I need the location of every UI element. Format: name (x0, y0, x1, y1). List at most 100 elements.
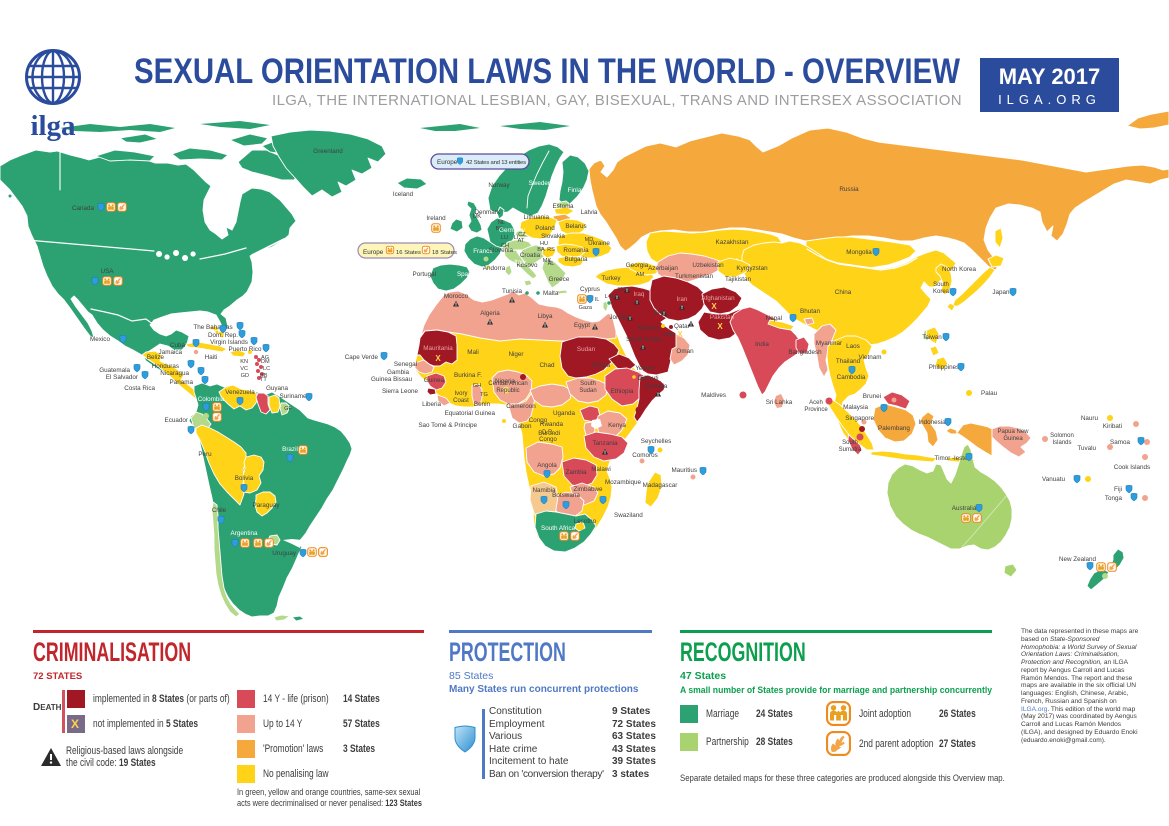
svg-text:New Zealand: New Zealand (1059, 556, 1097, 563)
svg-text:Brazil: Brazil (282, 446, 298, 453)
svg-text:Yemen: Yemen (635, 365, 655, 372)
svg-text:GD: GD (241, 373, 249, 379)
svg-text:Saudi Arabia: Saudi Arabia (626, 336, 662, 343)
svg-text:Paraguay: Paraguay (253, 502, 281, 509)
svg-text:China: China (835, 289, 852, 296)
svg-text:Mali: Mali (467, 349, 479, 356)
svg-text:Tonga: Tonga (1105, 495, 1123, 502)
svg-text:TG: TG (480, 392, 488, 398)
svg-text:Tajikistan: Tajikistan (725, 276, 751, 283)
svg-text:Guatemala: Guatemala (99, 367, 130, 374)
svg-text:Costa Rica: Costa Rica (124, 385, 155, 392)
svg-text:Senegal: Senegal (394, 361, 417, 368)
svg-text:Sao Tomé & Principe: Sao Tomé & Principe (418, 422, 477, 429)
svg-text:AG: AG (261, 355, 269, 361)
svg-text:USA: USA (101, 268, 115, 275)
svg-text:AM: AM (636, 272, 645, 278)
svg-text:Guinea Bissau: Guinea Bissau (371, 376, 412, 383)
svg-text:Timor -leste: Timor -leste (934, 455, 968, 462)
svg-text:Comoros: Comoros (632, 452, 658, 459)
svg-text:Indonesia: Indonesia (918, 419, 946, 426)
svg-text:Burundi: Burundi (538, 430, 560, 437)
svg-text:Panama: Panama (170, 379, 194, 386)
svg-text:Sri Lanka: Sri Lanka (766, 399, 793, 406)
svg-text:BB: BB (260, 373, 268, 379)
svg-text:Croatia: Croatia (520, 252, 541, 259)
svg-text:Swaziland: Swaziland (614, 512, 643, 519)
svg-text:Solomon: Solomon (1050, 433, 1074, 439)
svg-text:Portugal: Portugal (413, 271, 436, 278)
svg-text:Canada: Canada (72, 205, 95, 212)
svg-text:AL: AL (548, 261, 555, 267)
svg-text:Honduras: Honduras (152, 363, 179, 370)
svg-text:Gaza: Gaza (579, 305, 593, 311)
svg-text:Singapore: Singapore (845, 415, 874, 422)
svg-text:Ecuador: Ecuador (165, 417, 188, 424)
svg-text:Malaysia: Malaysia (843, 404, 868, 411)
svg-text:MK: MK (543, 258, 552, 264)
svg-text:South: South (933, 282, 949, 288)
svg-text:Namibia: Namibia (532, 487, 556, 494)
svg-text:Puerto Rico: Puerto Rico (229, 346, 262, 353)
svg-text:X: X (717, 322, 723, 331)
svg-text:Philippines: Philippines (929, 364, 959, 371)
svg-text:Uzbekistan: Uzbekistan (692, 262, 724, 269)
svg-text:Sierra Leone: Sierra Leone (382, 388, 419, 395)
svg-text:Malta: Malta (543, 290, 559, 297)
svg-text:Finland: Finland (568, 187, 589, 194)
svg-text:Spain: Spain (457, 271, 474, 278)
svg-text:BE: BE (496, 226, 504, 232)
svg-text:Norway: Norway (488, 182, 510, 189)
svg-text:Kiribati: Kiribati (1103, 423, 1122, 430)
svg-text:Seychelles: Seychelles (641, 438, 671, 445)
svg-text:Georgia: Georgia (626, 262, 649, 269)
svg-text:Nepal: Nepal (766, 315, 782, 322)
svg-text:Venezuela: Venezuela (225, 389, 255, 396)
svg-text:NL: NL (498, 220, 505, 226)
svg-text:Lithuania: Lithuania (523, 214, 549, 221)
svg-text:Pakistan: Pakistan (710, 314, 735, 321)
svg-text:Mauritania: Mauritania (423, 345, 453, 352)
svg-text:Europe: Europe (363, 249, 384, 256)
svg-text:Ethiopia: Ethiopia (611, 388, 634, 395)
svg-text:Benin: Benin (474, 401, 491, 408)
svg-text:Congo: Congo (539, 437, 557, 443)
svg-text:Greenland: Greenland (313, 148, 343, 155)
svg-text:Palau: Palau (981, 390, 998, 397)
svg-text:Zimbabwe: Zimbabwe (573, 486, 603, 493)
svg-text:Ireland: Ireland (426, 215, 446, 222)
svg-text:Germany: Germany (499, 227, 526, 234)
svg-text:Somalia: Somalia (645, 383, 668, 390)
svg-text:Korea: Korea (933, 289, 950, 295)
svg-text:Iran: Iran (677, 296, 688, 303)
svg-text:El Salvador: El Salvador (106, 374, 138, 381)
svg-text:South: South (842, 440, 858, 446)
svg-text:Rwanda: Rwanda (540, 421, 564, 428)
svg-text:UK: UK (473, 213, 483, 220)
svg-text:16 States: 16 States (396, 250, 421, 256)
svg-text:Gambia: Gambia (387, 369, 410, 376)
svg-text:France: France (473, 248, 493, 255)
svg-text:IL: IL (595, 297, 600, 303)
svg-text:Central African: Central African (488, 381, 527, 387)
svg-text:Mauritius: Mauritius (671, 467, 697, 474)
svg-text:Islands: Islands (1052, 440, 1071, 446)
svg-text:Chad: Chad (539, 362, 555, 369)
svg-text:LU: LU (501, 235, 508, 241)
svg-text:Vanuatu: Vanuatu (1042, 476, 1065, 483)
svg-text:GF: GF (284, 406, 292, 412)
svg-text:VC: VC (240, 366, 248, 372)
svg-text:Iraq: Iraq (634, 291, 645, 298)
svg-text:Bulgaria: Bulgaria (564, 256, 588, 263)
svg-text:Chile: Chile (212, 507, 227, 514)
svg-text:Tunisia: Tunisia (502, 288, 523, 295)
svg-text:L-B: L-B (605, 294, 614, 300)
svg-text:RS: RS (547, 247, 555, 253)
svg-text:Maldives: Maldives (701, 392, 726, 399)
svg-text:Haiti: Haiti (205, 354, 218, 361)
svg-text:Mozambique: Mozambique (605, 479, 642, 486)
svg-text:Bahrain: Bahrain (637, 325, 659, 332)
svg-text:Jamaica: Jamaica (159, 349, 183, 356)
svg-text:Equatorial Guinea: Equatorial Guinea (445, 410, 496, 417)
svg-text:Lesotho: Lesotho (574, 518, 597, 525)
